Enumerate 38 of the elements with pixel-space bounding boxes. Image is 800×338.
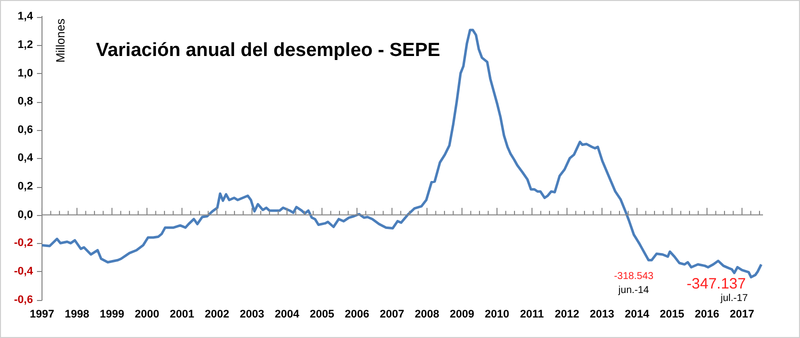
x-tick-label: 2017 — [730, 308, 754, 320]
y-tick-label: 0,6 — [18, 124, 33, 136]
y-tick-label: 1,4 — [18, 10, 34, 23]
x-tick-label: 2005 — [310, 308, 334, 320]
y-tick-label: 0,2 — [18, 180, 33, 193]
x-tick-label: 1999 — [100, 308, 124, 320]
x-tick-label: 2004 — [274, 308, 300, 320]
x-tick-label: 2012 — [554, 308, 580, 320]
y-tick-label: 1,2 — [18, 38, 33, 51]
x-tick-label: 2000 — [134, 308, 160, 320]
x-tick-label: 2015 — [660, 308, 684, 320]
y-axis-title: Millones — [53, 18, 68, 63]
x-tick-label: 2013 — [590, 308, 614, 320]
x-tick-label: 2001 — [170, 308, 194, 320]
x-tick-label: 1997 — [30, 308, 54, 320]
x-tick-label: 2009 — [450, 308, 474, 320]
x-tick-label: 2016 — [694, 308, 720, 320]
x-tick-label: 2008 — [414, 308, 440, 320]
x-tick-label: 2010 — [484, 308, 510, 320]
text: Variación anual del desempleo - SEPE — [96, 40, 440, 61]
annotation: -318.543 — [614, 270, 654, 282]
x-tick-label: 1998 — [64, 308, 90, 320]
y-tick-label: 1,0 — [18, 67, 33, 80]
x-tick-label: 2002 — [204, 308, 230, 320]
x-tick-label: 2006 — [344, 308, 370, 320]
y-tick-label: 0,4 — [18, 152, 34, 164]
y-tick-label: -0,2 — [14, 237, 33, 250]
annotation: -347.137 — [686, 276, 746, 293]
y-tick-label: -0,6 — [14, 294, 33, 306]
y-tick-label: 0,0 — [18, 208, 33, 221]
annotation: jul.-17 — [720, 293, 748, 304]
y-tick-label: -0,4 — [14, 266, 34, 278]
annotation: jun.-14 — [617, 284, 650, 296]
x-tick-label: 2007 — [380, 308, 404, 320]
x-tick-label: 2014 — [624, 308, 650, 320]
y-tick-label: 0,8 — [18, 96, 33, 108]
x-tick-label: 2003 — [240, 308, 264, 320]
x-tick-label: 2011 — [520, 308, 544, 320]
